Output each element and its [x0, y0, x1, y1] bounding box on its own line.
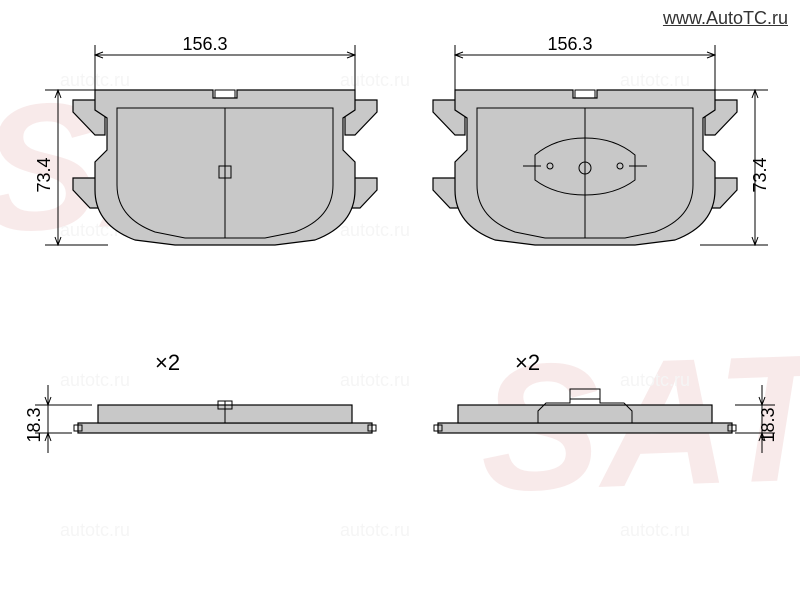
brake-pad-right-side	[434, 389, 736, 433]
technical-diagram: 156.3 73.4 156.3 73.4 ×2	[0, 0, 800, 600]
dim-width-left: 156.3	[182, 34, 227, 54]
dim-height-right: 73.4	[750, 157, 770, 192]
brake-pad-left-front	[73, 90, 377, 245]
brake-pad-right-front	[433, 90, 737, 245]
brake-pad-left-side	[74, 401, 376, 433]
dim-width-right: 156.3	[547, 34, 592, 54]
dim-thickness-left: 18.3	[24, 407, 44, 442]
dim-thickness-right: 18.3	[758, 407, 778, 442]
qty-right: ×2	[515, 350, 540, 375]
qty-left: ×2	[155, 350, 180, 375]
dim-height-left: 73.4	[34, 157, 54, 192]
